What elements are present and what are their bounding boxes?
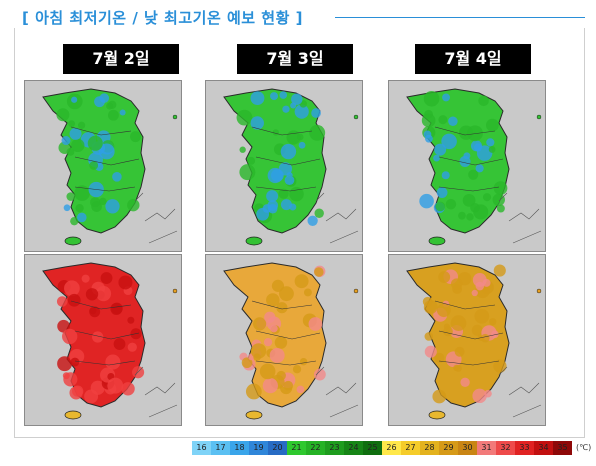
temperature-legend: 16 17 18 19 20 21 22 23 24 25 26 27 28 29 30 31 32 33 34 35…: [192, 441, 591, 455]
legend-cell: 25: [363, 441, 382, 455]
legend-cell: 20: [268, 441, 287, 455]
legend-cell: 35: [553, 441, 572, 455]
legend-cell: 24: [344, 441, 363, 455]
legend-cell: 22: [306, 441, 325, 455]
legend-cell: 28: [420, 441, 439, 455]
day-header-2: 7월 3일: [237, 44, 353, 74]
legend-cell: 17: [211, 441, 230, 455]
legend-cell: 29: [439, 441, 458, 455]
legend-cell: 23: [325, 441, 344, 455]
max-temp-map-day3: [388, 254, 546, 426]
legend-cell: 19: [249, 441, 268, 455]
legend-cell: 27: [401, 441, 420, 455]
max-temp-map-day2: [205, 254, 363, 426]
legend-cell: 34: [534, 441, 553, 455]
legend-cell: 30: [458, 441, 477, 455]
page-title: [ 아침 최저기온 / 낮 최고기온 예보 현황 ]: [22, 9, 303, 27]
min-temp-map-day1: [24, 80, 182, 252]
day-header-3: 7월 4일: [415, 44, 531, 74]
legend-unit: (℃): [576, 443, 592, 452]
min-temp-map-day2: [205, 80, 363, 252]
legend-cell: 33: [515, 441, 534, 455]
min-temp-map-day3: [388, 80, 546, 252]
day-header-1: 7월 2일: [63, 44, 179, 74]
legend-cell: 32: [496, 441, 515, 455]
legend-cell: 26: [382, 441, 401, 455]
legend-cell: 21: [287, 441, 306, 455]
content-frame: [14, 28, 585, 438]
legend-cell: 31: [477, 441, 496, 455]
max-temp-map-day1: [24, 254, 182, 426]
title-underline: [335, 17, 585, 18]
legend-cell: 16: [192, 441, 211, 455]
legend-cell: 18: [230, 441, 249, 455]
